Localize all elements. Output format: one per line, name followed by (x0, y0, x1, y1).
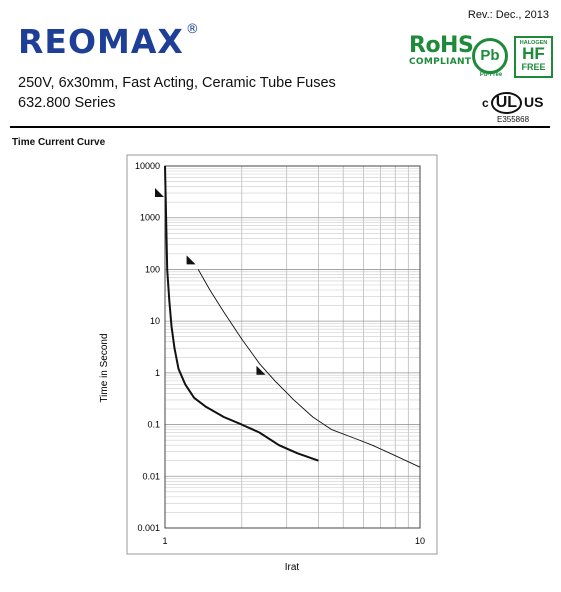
chart-frame (126, 154, 438, 555)
chart-series (164, 165, 421, 468)
ul-mark: UL (490, 92, 523, 114)
pb-free-icon: Pb (472, 38, 508, 74)
hf-top-label: HALOGEN (519, 40, 548, 46)
revision-date: Rev.: Dec., 2013 (467, 9, 549, 21)
ul-listing-icon: c UL US (482, 92, 543, 114)
x-tick-label: 1 (162, 536, 167, 546)
header-divider (10, 126, 550, 128)
arrow-marker (256, 365, 266, 375)
hf-mid-label: HF (522, 44, 545, 63)
y-tick-label: 10 (150, 316, 160, 326)
rohs-badge: RoHS COMPLIANT (409, 33, 474, 68)
y-tick-label: 1 (155, 368, 160, 378)
rohs-sub-label: COMPLIANT (409, 57, 472, 67)
brand-name: REOMAX (18, 22, 184, 61)
y-tick-label: 10000 (135, 161, 160, 171)
y-tick-label: 0.001 (137, 523, 160, 533)
arrow-marker (155, 188, 164, 198)
series-title: 632.800 Series (18, 95, 116, 111)
registered-mark: ® (185, 22, 200, 37)
series-line-2 (197, 269, 421, 468)
y-axis-label: Time in Second (99, 333, 110, 402)
plot-border (164, 165, 421, 529)
rohs-label: RoHS (409, 33, 474, 58)
arrow-marker (186, 255, 196, 265)
chart-grid (165, 166, 420, 528)
y-tick-label: 0.1 (147, 420, 160, 430)
section-title: Time Current Curve (12, 137, 106, 148)
ul-c-label: c (482, 96, 489, 110)
pb-free-label: Pb-Free (479, 72, 503, 78)
x-axis-label: Irat (285, 562, 300, 573)
ul-us-label: US (524, 94, 544, 110)
product-title: 250V, 6x30mm, Fast Acting, Ceramic Tube … (18, 75, 336, 91)
brand-logo: REOMAX ® (18, 22, 200, 61)
y-tick-label: 100 (145, 264, 160, 274)
series-line-1 (164, 165, 319, 462)
halogen-free-badge: HALOGEN HF FREE (514, 36, 553, 78)
y-tick-labels: 0.001 0.01 0.1 1 10 100 1000 10000 (135, 161, 160, 533)
ul-file-number: E355868 (497, 115, 530, 124)
x-tick-labels: 1 10 (162, 536, 425, 546)
y-tick-label: 0.01 (142, 471, 160, 481)
x-tick-label: 10 (415, 536, 425, 546)
y-tick-label: 1000 (140, 213, 160, 223)
hf-bot-label: FREE (521, 62, 546, 72)
chart-markers (155, 188, 266, 375)
